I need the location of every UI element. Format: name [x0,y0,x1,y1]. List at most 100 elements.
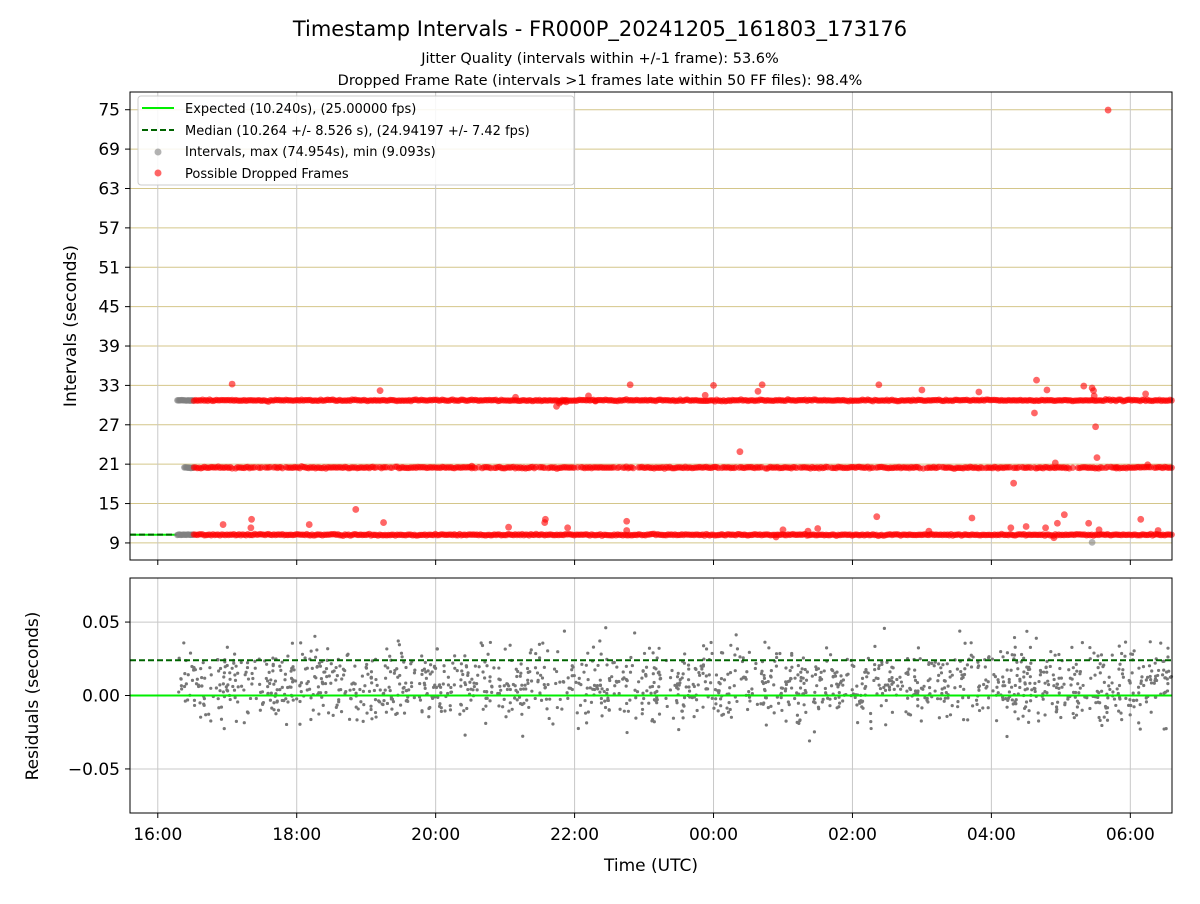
residual-point [961,675,965,679]
residual-point [956,699,960,704]
residual-point [693,666,697,671]
residual-point [1129,652,1133,656]
dropped-frame-outlier-point [512,393,519,401]
residual-point [873,644,877,648]
residual-point [276,708,281,712]
residual-point [600,714,604,718]
residual-point [577,681,581,685]
dropped-frame-outlier-point [1050,534,1058,542]
residual-point [437,683,442,687]
residual-point [192,703,197,708]
residual-point [969,641,973,645]
residual-point [1073,672,1077,676]
residual-point [762,701,766,705]
residual-point [937,662,941,666]
residual-point [533,696,537,701]
residual-point [769,675,773,679]
residual-point [741,676,745,680]
residual-point [789,676,793,681]
residual-point [1105,718,1110,722]
residual-point [996,680,1001,684]
residual-point [274,712,278,716]
residual-point [401,690,405,694]
residual-point [279,668,283,672]
residual-point [996,678,1000,682]
residual-point [204,713,208,717]
residual-point [671,716,676,720]
residual-point [657,712,662,716]
residual-point [1162,727,1166,731]
residual-point [1162,659,1166,663]
residual-point [399,651,404,655]
dropped-frame-outlier-point [1137,515,1145,523]
residual-point [245,661,250,665]
residual-point [418,698,423,702]
residual-point [552,667,557,671]
residual-point [755,702,760,706]
residual-point [473,664,477,668]
residual-point [460,669,464,673]
residual-point [789,686,794,690]
residual-point [513,696,517,700]
top-y-tick-label: 27 [98,416,120,436]
residual-point [830,667,834,672]
residual-point [420,654,424,658]
residual-point [222,671,227,675]
residual-point [598,678,602,682]
residual-point [1076,682,1080,686]
dropped-frame-outlier-point [701,391,709,399]
residual-point [975,702,979,706]
bottom-y-tick-label: −0.05 [68,760,120,780]
residual-point [718,682,722,686]
residual-point [192,665,196,670]
residual-point [385,647,389,651]
residual-point [1132,705,1136,709]
residual-point [874,676,878,680]
residual-point [1033,681,1037,685]
residual-point [397,643,402,647]
residual-point [795,720,799,724]
residual-point [1142,683,1146,688]
residual-point [784,719,788,723]
residual-point [528,651,532,655]
residual-point [283,672,288,676]
dropped-frame-outlier-point [1090,387,1097,395]
residual-point [675,682,680,686]
residual-point [938,697,943,701]
residual-point [554,681,558,686]
residual-point [1025,665,1029,669]
residual-point [217,706,221,710]
residual-point [592,687,597,692]
residual-point [548,697,552,701]
bottom-plot-data [130,626,1174,743]
residual-point [837,695,841,699]
residual-point [828,704,832,708]
residual-point [824,691,828,695]
residual-point [286,700,290,704]
residual-point [657,646,661,650]
residual-point [469,698,473,702]
dropped-frame-outlier-point [505,523,512,531]
residual-point [961,717,966,722]
top-plot-data [130,106,1175,546]
residual-point [1147,664,1152,668]
residual-point [710,651,714,656]
dropped-frame-outlier-point [875,381,883,389]
residual-point [684,685,688,689]
residual-point [484,721,488,725]
residual-point [982,682,986,687]
residual-point [1139,679,1143,683]
residual-point [1099,653,1104,657]
residual-point [427,706,431,711]
residual-point [640,701,644,705]
dropped-frame-outlier-point [585,392,592,400]
residual-point [691,682,695,686]
residual-point [778,651,782,656]
residual-point [1060,685,1064,689]
residual-point [1128,698,1132,702]
residual-point [1052,684,1056,688]
residual-point [780,708,784,713]
residual-point [358,687,362,692]
residual-point [642,696,646,701]
residual-point [452,683,456,687]
